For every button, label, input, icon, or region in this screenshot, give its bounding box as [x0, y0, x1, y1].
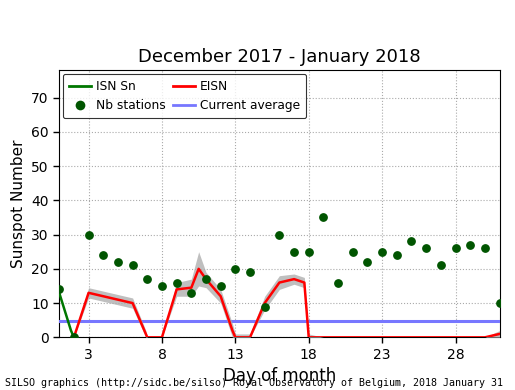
Y-axis label: Sunspot Number: Sunspot Number	[11, 140, 26, 268]
Point	[305, 248, 313, 255]
Point	[158, 283, 166, 289]
X-axis label: Day of month: Day of month	[223, 367, 336, 385]
Point	[378, 248, 386, 255]
Point	[173, 279, 181, 285]
Point	[261, 303, 269, 310]
Text: SILSO graphics (http://sidc.be/silso) Royal Observatory of Belgium, 2018 January: SILSO graphics (http://sidc.be/silso) Ro…	[5, 378, 503, 388]
Point	[231, 266, 239, 272]
Point	[246, 269, 254, 275]
Point	[114, 259, 122, 265]
Point	[334, 279, 342, 285]
Point	[187, 290, 195, 296]
Point	[275, 232, 283, 238]
Point	[55, 286, 63, 292]
Point	[407, 238, 416, 245]
Point	[392, 252, 401, 258]
Point	[216, 283, 225, 289]
Point	[129, 262, 137, 269]
Point	[437, 262, 445, 269]
Point	[481, 245, 489, 252]
Point	[495, 300, 504, 306]
Legend: ISN Sn, Nb stations, EISN, Current average: ISN Sn, Nb stations, EISN, Current avera…	[63, 74, 306, 118]
Point	[364, 259, 372, 265]
Point	[319, 215, 328, 221]
Point	[202, 276, 210, 282]
Point	[99, 252, 107, 258]
Point	[70, 334, 78, 340]
Title: December 2017 - January 2018: December 2017 - January 2018	[138, 48, 421, 66]
Point	[422, 245, 431, 252]
Point	[84, 232, 93, 238]
Point	[349, 248, 357, 255]
Point	[466, 242, 474, 248]
Point	[290, 248, 298, 255]
Point	[143, 276, 151, 282]
Point	[451, 245, 460, 252]
